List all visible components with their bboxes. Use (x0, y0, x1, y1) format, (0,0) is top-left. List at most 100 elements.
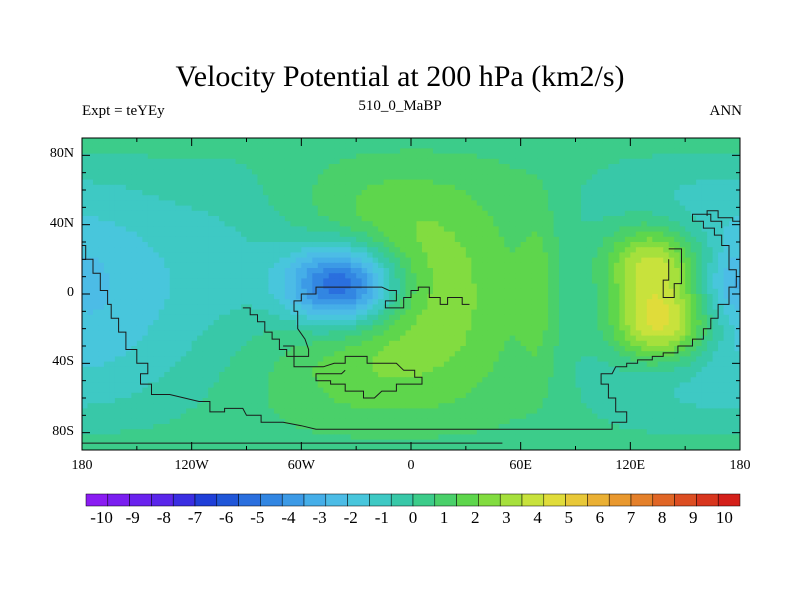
field-cell (553, 210, 560, 217)
field-cell (460, 268, 467, 274)
field-cell (696, 314, 703, 321)
field-cell (147, 226, 154, 233)
field-cell (164, 205, 171, 212)
field-cell (169, 164, 176, 170)
field-cell (241, 158, 248, 165)
field-cell (153, 330, 160, 337)
field-cell (471, 309, 478, 316)
field-cell (465, 242, 472, 248)
field-cell (542, 304, 549, 311)
field-cell (570, 346, 577, 352)
field-cell (213, 314, 220, 321)
field-cell (416, 169, 423, 175)
field-cell (460, 320, 467, 326)
field-cell (339, 148, 346, 155)
field-cell (498, 257, 505, 264)
field-cell (542, 309, 549, 316)
field-cell (630, 314, 637, 321)
field-cell (586, 221, 593, 227)
field-cell (476, 283, 483, 290)
field-cell (361, 294, 368, 300)
field-cell (197, 351, 204, 357)
field-cell (542, 158, 549, 165)
field-cell (520, 158, 527, 165)
field-cell (553, 283, 560, 290)
field-cell (120, 242, 127, 248)
field-cell (339, 205, 346, 212)
field-cell (712, 247, 719, 253)
field-cell (378, 195, 385, 201)
field-cell (679, 195, 686, 201)
field-cell (262, 205, 270, 212)
field-cell (268, 158, 275, 165)
field-cell (147, 221, 154, 227)
field-cell (416, 262, 423, 269)
field-cell (701, 325, 708, 331)
field-cell (586, 184, 593, 191)
field-cell (361, 210, 368, 217)
field-cell (98, 236, 105, 243)
field-cell (421, 320, 429, 326)
field-cell (361, 309, 368, 316)
field-cell (630, 148, 637, 155)
field-cell (454, 346, 461, 352)
field-cell (87, 164, 94, 170)
field-cell (679, 283, 686, 290)
field-cell (498, 200, 505, 207)
field-cell (98, 226, 105, 233)
field-cell (416, 205, 423, 212)
field-cell (246, 268, 253, 274)
field-cell (241, 252, 248, 259)
field-cell (361, 247, 368, 253)
field-cell (284, 283, 291, 290)
field-cell (246, 169, 253, 175)
field-cell (131, 309, 138, 316)
field-cell (394, 330, 401, 337)
field-cell (389, 304, 396, 311)
field-cell (136, 262, 143, 269)
field-cell (389, 262, 396, 269)
field-cell (591, 288, 599, 295)
field-cell (367, 231, 374, 238)
field-cell (537, 226, 544, 233)
field-cell (729, 247, 736, 253)
field-cell (570, 309, 577, 316)
field-cell (317, 268, 324, 274)
field-cell (202, 273, 209, 279)
field-cell (345, 247, 352, 253)
field-cell (712, 340, 719, 347)
field-cell (471, 158, 478, 165)
field-cell (570, 288, 577, 295)
field-cell (454, 278, 461, 285)
field-cell (367, 247, 374, 253)
field-cell (114, 257, 121, 264)
field-cell (421, 195, 429, 201)
field-cell (279, 190, 286, 196)
field-cell (498, 205, 505, 212)
field-cell (690, 153, 697, 160)
field-cell (306, 268, 313, 274)
field-cell (219, 346, 226, 352)
field-cell (323, 179, 330, 186)
field-cell (389, 148, 396, 155)
field-cell (191, 210, 198, 217)
field-cell (411, 278, 418, 285)
field-cell (191, 205, 198, 212)
field-cell (142, 169, 149, 175)
field-cell (520, 309, 527, 316)
field-cell (405, 231, 412, 238)
field-cell (635, 304, 642, 311)
field-cell (361, 174, 368, 181)
field-cell (202, 242, 209, 248)
field-cell (323, 252, 330, 259)
field-cell (273, 288, 280, 295)
field-cell (98, 288, 105, 295)
field-cell (279, 200, 286, 207)
field-cell (131, 299, 138, 305)
field-cell (663, 164, 670, 170)
field-cell (323, 184, 330, 191)
field-cell (241, 153, 248, 160)
field-cell (295, 184, 302, 191)
field-cell (734, 226, 740, 233)
field-cell (224, 143, 231, 149)
